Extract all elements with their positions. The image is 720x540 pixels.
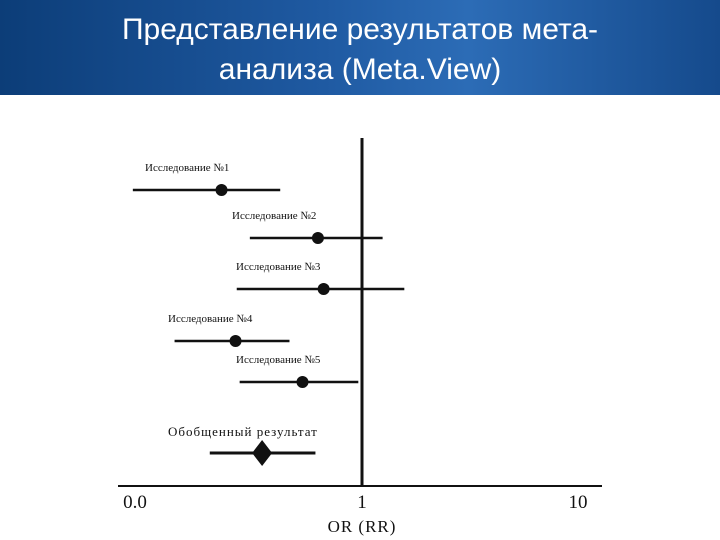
study-label: Исследование №3 — [236, 261, 321, 273]
overall-label: Обобщенный результат — [168, 424, 318, 439]
study-point — [229, 335, 242, 347]
x-tick-label: 0.0 — [123, 492, 147, 513]
x-tick-label: 10 — [569, 492, 588, 513]
x-tick-label: 1 — [357, 492, 367, 513]
study-label: Исследование №1 — [145, 162, 229, 174]
study-point — [317, 283, 330, 295]
slide-title-line-2: анализа (Meta.View) — [218, 53, 502, 86]
slide-title-line-1: Представление результатов мета- — [121, 13, 599, 46]
study-point — [215, 184, 228, 196]
study-label: Исследование №2 — [232, 210, 316, 222]
slide-header — [0, 0, 720, 95]
slide-title: Представление результатов мета- анализа … — [0, 10, 720, 90]
study-label: Исследование №5 — [236, 354, 321, 366]
study-point — [296, 376, 309, 388]
overall-diamond — [252, 440, 273, 466]
study-point — [311, 232, 324, 244]
x-axis-title: OR (RR) — [328, 517, 397, 536]
study-label: Исследование №4 — [168, 313, 253, 325]
